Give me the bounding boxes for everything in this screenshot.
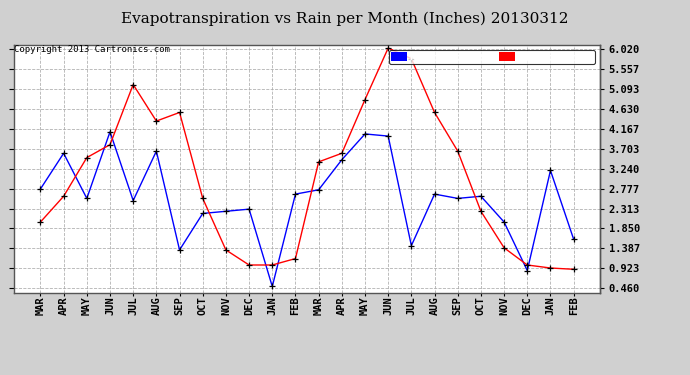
- Text: Evapotranspiration vs Rain per Month (Inches) 20130312: Evapotranspiration vs Rain per Month (In…: [121, 11, 569, 26]
- Legend: Rain  (Inches), ET  (Inches): Rain (Inches), ET (Inches): [389, 50, 595, 64]
- Text: Copyright 2013 Cartronics.com: Copyright 2013 Cartronics.com: [14, 45, 170, 54]
